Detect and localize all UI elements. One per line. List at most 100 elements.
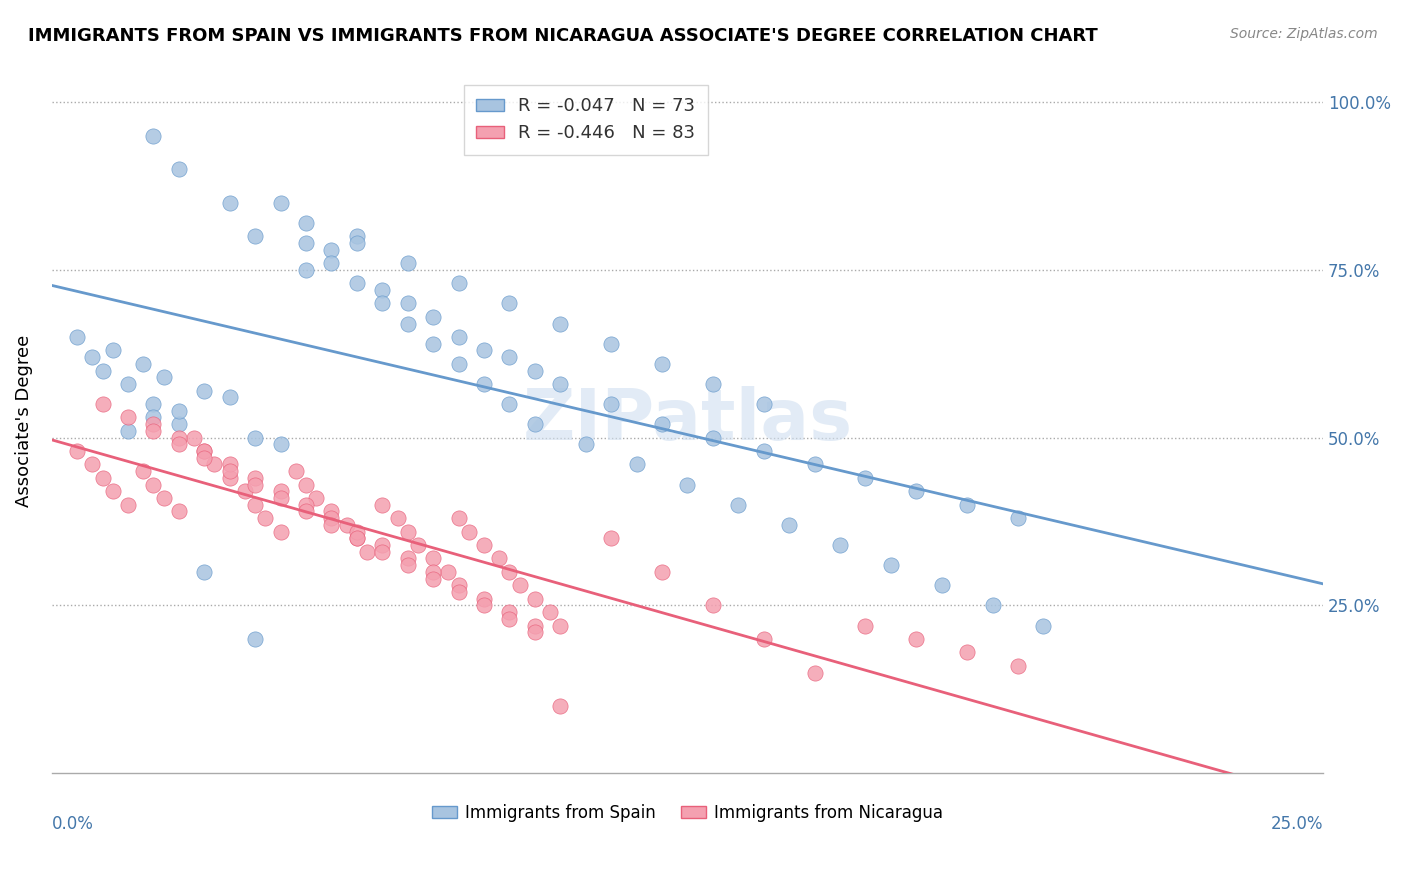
Point [447, 511, 470, 525]
Point [472, 343, 495, 358]
Point [523, 625, 546, 640]
Point [488, 551, 510, 566]
Point [91, 471, 114, 485]
Point [66, 330, 89, 344]
Point [406, 538, 429, 552]
Point [167, 404, 190, 418]
Point [905, 632, 928, 646]
Point [538, 605, 561, 619]
Point [101, 343, 124, 358]
Point [828, 538, 851, 552]
Point [321, 511, 343, 525]
Point [243, 477, 266, 491]
Point [676, 477, 699, 491]
Text: Source: ZipAtlas.com: Source: ZipAtlas.com [1230, 27, 1378, 41]
Point [152, 491, 174, 505]
Point [183, 431, 205, 445]
Point [218, 471, 240, 485]
Point [218, 195, 240, 210]
Point [600, 531, 623, 545]
Point [243, 431, 266, 445]
Point [600, 397, 623, 411]
Point [702, 431, 724, 445]
Text: IMMIGRANTS FROM SPAIN VS IMMIGRANTS FROM NICARAGUA ASSOCIATE'S DEGREE CORRELATIO: IMMIGRANTS FROM SPAIN VS IMMIGRANTS FROM… [28, 27, 1098, 45]
Point [523, 591, 546, 606]
Point [82, 350, 104, 364]
Point [305, 491, 328, 505]
Point [396, 551, 419, 566]
Point [142, 128, 165, 143]
Point [472, 591, 495, 606]
Point [142, 477, 165, 491]
Point [371, 498, 394, 512]
Point [117, 410, 139, 425]
Point [905, 484, 928, 499]
Point [702, 376, 724, 391]
Point [752, 444, 775, 458]
Point [447, 277, 470, 291]
Point [626, 458, 648, 472]
Text: ZIPatlas: ZIPatlas [523, 386, 852, 455]
Point [1007, 511, 1029, 525]
Point [321, 256, 343, 270]
Point [66, 444, 89, 458]
Point [803, 458, 825, 472]
Point [651, 357, 673, 371]
Point [295, 498, 318, 512]
Point [472, 538, 495, 552]
Point [981, 599, 1004, 613]
Point [270, 484, 292, 499]
Point [387, 511, 409, 525]
Point [295, 477, 318, 491]
Point [167, 417, 190, 432]
Point [218, 464, 240, 478]
Point [142, 417, 165, 432]
Point [498, 350, 520, 364]
Point [396, 317, 419, 331]
Point [778, 517, 800, 532]
Point [284, 464, 307, 478]
Point [422, 565, 444, 579]
Point [243, 229, 266, 244]
Point [132, 464, 155, 478]
Point [931, 578, 953, 592]
Point [371, 283, 394, 297]
Point [600, 336, 623, 351]
Point [550, 376, 572, 391]
Point [752, 632, 775, 646]
Point [167, 162, 190, 177]
Point [193, 450, 215, 465]
Point [142, 397, 165, 411]
Point [437, 565, 460, 579]
Legend: Immigrants from Spain, Immigrants from Nicaragua: Immigrants from Spain, Immigrants from N… [425, 797, 950, 829]
Point [447, 578, 470, 592]
Point [270, 437, 292, 451]
Point [498, 605, 520, 619]
Point [447, 585, 470, 599]
Point [651, 417, 673, 432]
Point [167, 437, 190, 451]
Point [447, 330, 470, 344]
Point [295, 504, 318, 518]
Text: 25.0%: 25.0% [1271, 815, 1323, 833]
Point [254, 511, 277, 525]
Point [193, 444, 215, 458]
Point [396, 524, 419, 539]
Point [422, 336, 444, 351]
Point [702, 599, 724, 613]
Point [457, 524, 479, 539]
Point [575, 437, 598, 451]
Point [498, 296, 520, 310]
Point [321, 517, 343, 532]
Point [346, 229, 368, 244]
Point [295, 216, 318, 230]
Point [270, 195, 292, 210]
Point [422, 572, 444, 586]
Point [550, 618, 572, 632]
Point [295, 263, 318, 277]
Point [727, 498, 749, 512]
Point [371, 538, 394, 552]
Point [855, 471, 877, 485]
Point [167, 504, 190, 518]
Point [193, 444, 215, 458]
